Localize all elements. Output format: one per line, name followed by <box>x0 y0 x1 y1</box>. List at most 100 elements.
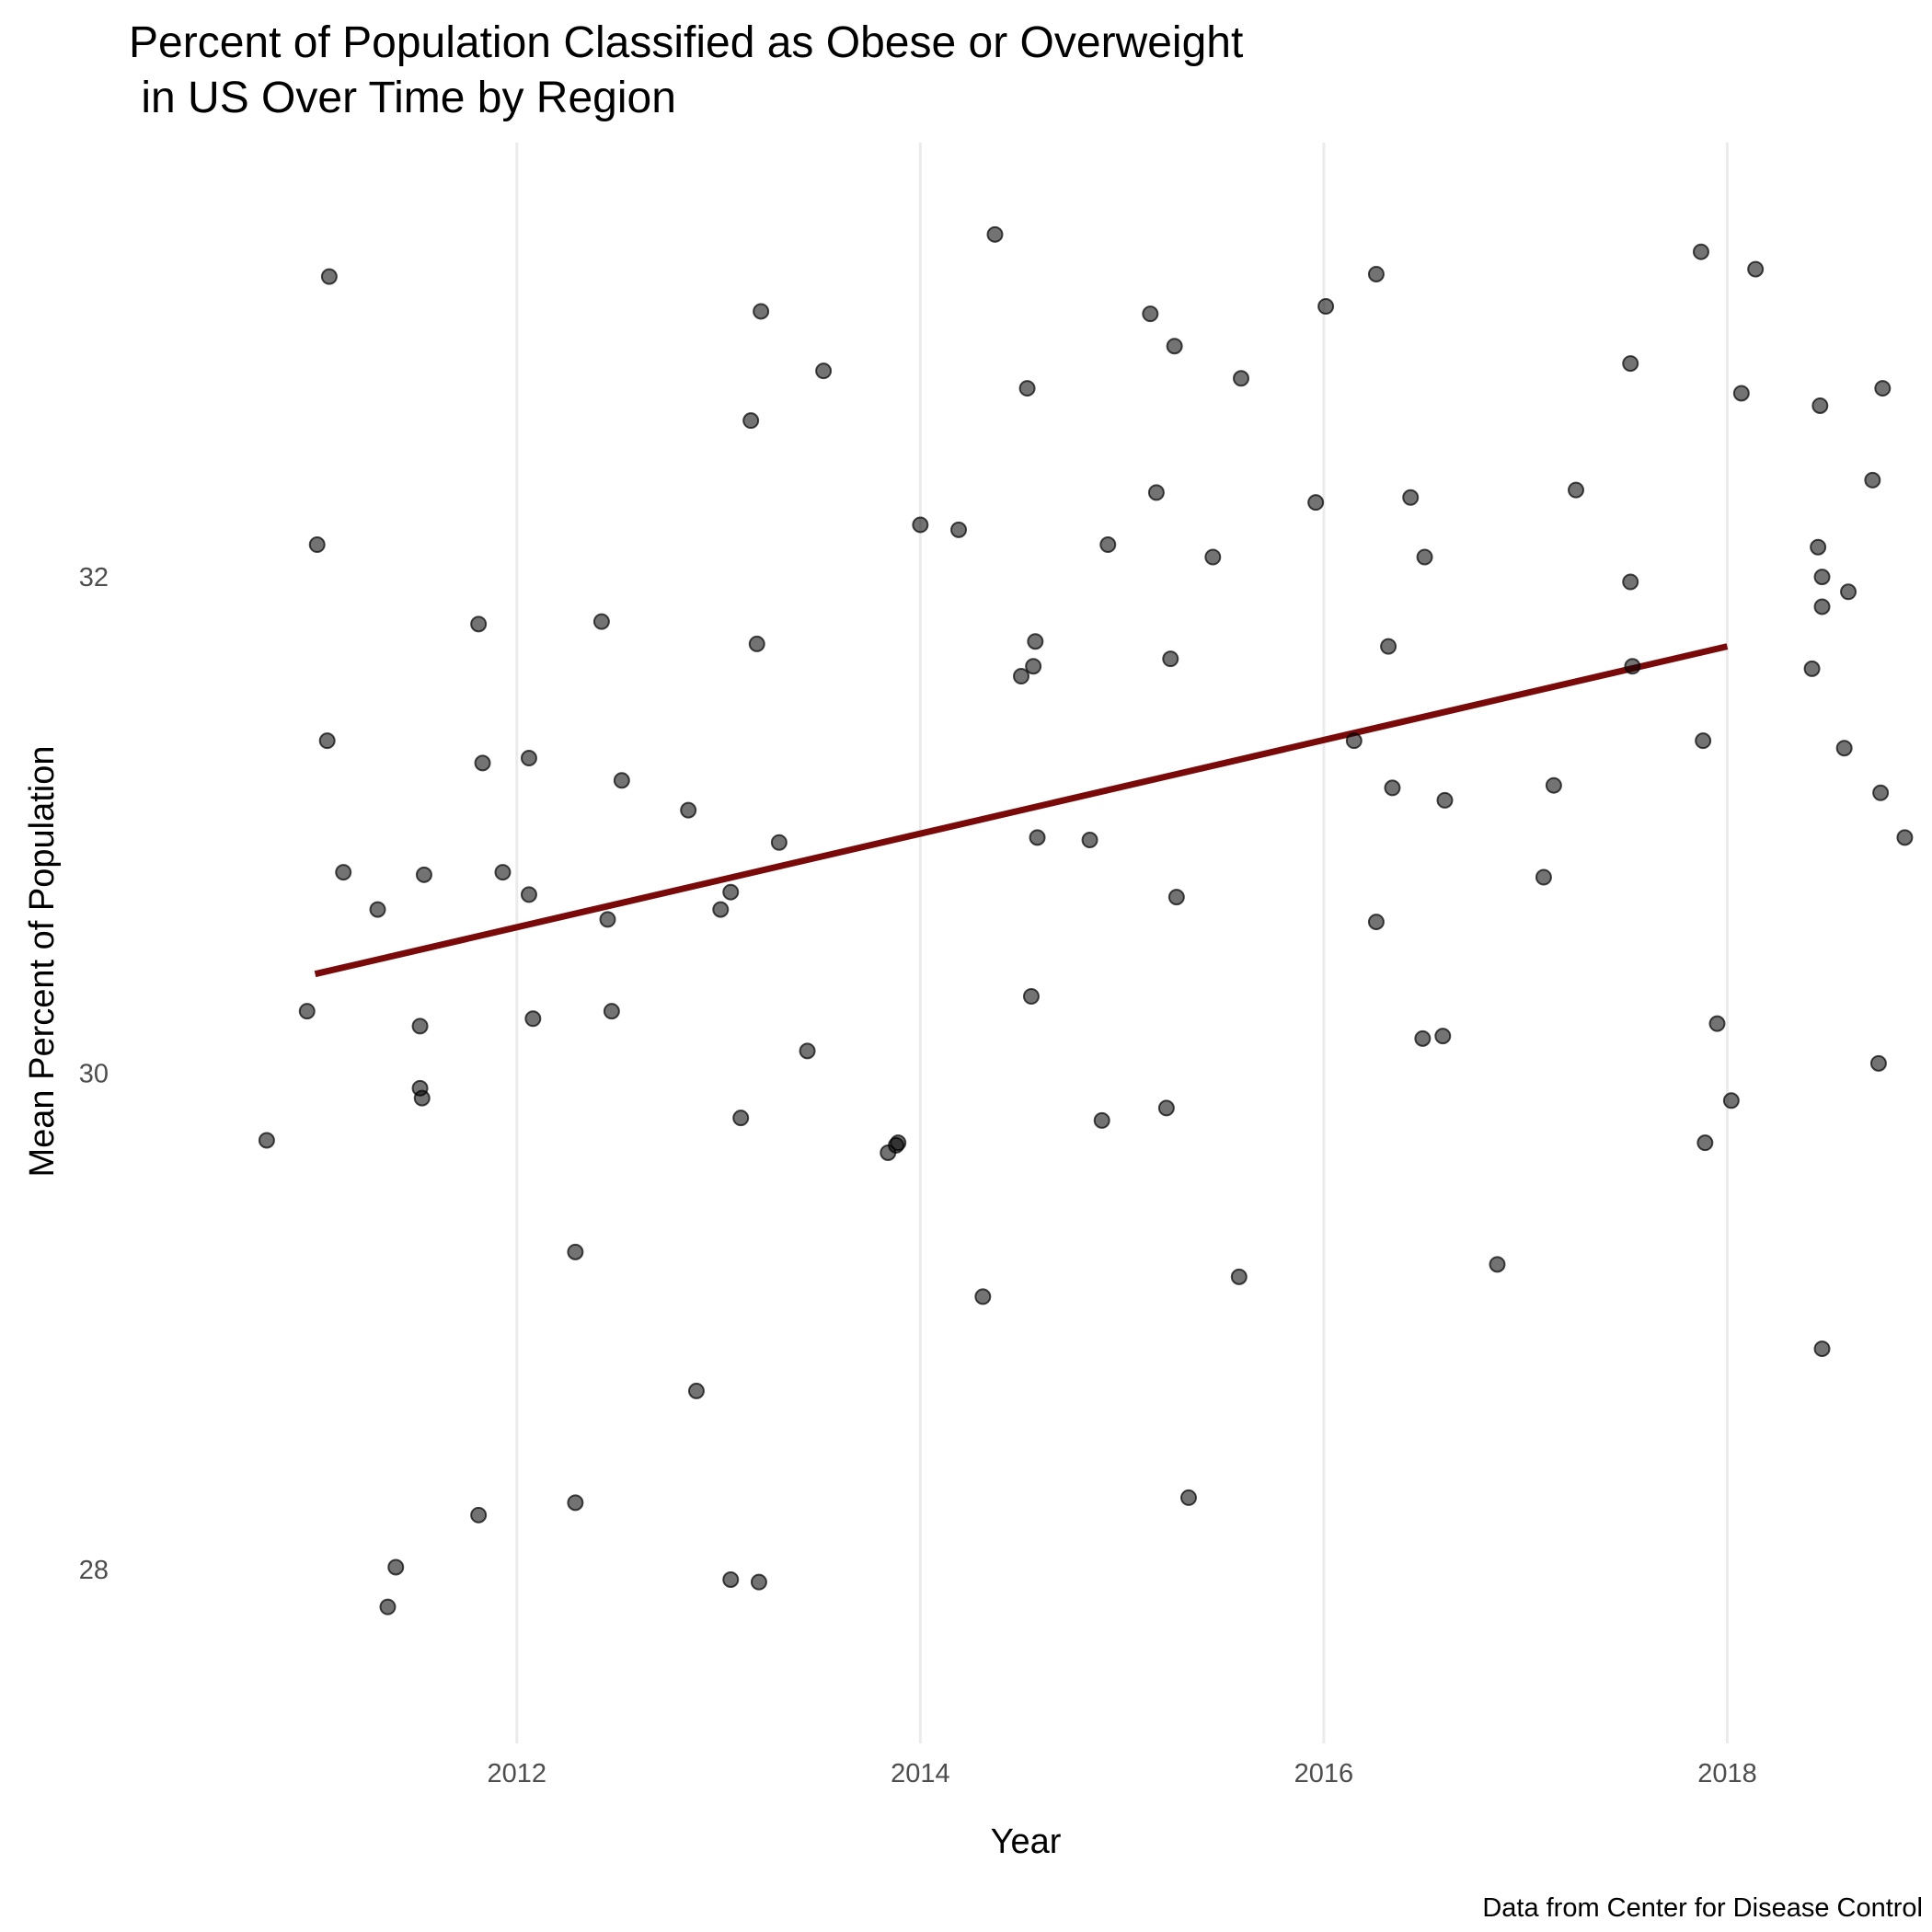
data-point-100 <box>1869 1054 1887 1072</box>
data-point-16 <box>494 864 512 881</box>
data-point-64 <box>1233 370 1250 387</box>
data-point-61 <box>1180 1489 1197 1506</box>
data-point-9 <box>411 1018 429 1035</box>
y-tick-label-30: 30 <box>79 1060 109 1089</box>
tick-labels: 2012 2014 2016 2018 28 30 32 <box>79 563 1757 1788</box>
data-point-88 <box>1722 1092 1740 1110</box>
data-point-67 <box>1345 732 1363 750</box>
data-point-48 <box>1022 988 1040 1005</box>
data-point-72 <box>1402 489 1420 506</box>
data-point-79 <box>1545 776 1562 794</box>
data-point-69 <box>1367 265 1385 282</box>
data-point-38 <box>815 362 833 380</box>
data-point-78 <box>1535 868 1552 886</box>
x-axis-title: Year <box>991 1823 1062 1861</box>
data-point-6 <box>369 901 386 918</box>
data-point-89 <box>1732 385 1750 402</box>
data-point-77 <box>1489 1256 1506 1273</box>
trend-line <box>314 643 1729 978</box>
data-point-30 <box>722 1570 740 1588</box>
data-point-20 <box>567 1243 584 1260</box>
data-point-57 <box>1157 1099 1175 1117</box>
data-point-96 <box>1813 1340 1831 1358</box>
data-point-86 <box>1696 1134 1714 1152</box>
data-point-36 <box>770 834 788 851</box>
data-point-91 <box>1803 660 1821 677</box>
data-point-32 <box>742 412 760 430</box>
data-point-87 <box>1708 1015 1726 1032</box>
data-point-31 <box>732 1110 750 1127</box>
x-tick-label-2016: 2016 <box>1294 1759 1354 1788</box>
data-point-95 <box>1813 598 1831 615</box>
data-point-65 <box>1307 494 1325 512</box>
data-point-54 <box>1099 536 1117 554</box>
data-point-90 <box>1747 260 1765 278</box>
data-point-34 <box>750 1573 767 1591</box>
trend-line-group <box>314 643 1729 978</box>
data-point-73 <box>1414 1029 1432 1047</box>
data-point-2 <box>308 536 326 554</box>
data-point-56 <box>1147 484 1165 501</box>
data-point-50 <box>1027 633 1044 650</box>
data-point-4 <box>320 268 338 285</box>
data-point-45 <box>986 225 1004 243</box>
data-point-101 <box>1872 784 1890 801</box>
data-point-81 <box>1622 573 1639 591</box>
data-point-44 <box>974 1288 992 1305</box>
data-point-83 <box>1624 658 1641 675</box>
y-tick-label-28: 28 <box>79 1556 109 1585</box>
data-point-12 <box>415 866 432 883</box>
data-point-25 <box>613 772 630 789</box>
data-point-46 <box>1013 668 1029 684</box>
data-point-58 <box>1162 650 1179 668</box>
grid-lines <box>515 143 1729 1743</box>
data-point-35 <box>753 303 770 320</box>
data-point-1 <box>298 1003 316 1020</box>
data-point-82 <box>1622 355 1639 373</box>
data-point-71 <box>1384 779 1401 797</box>
data-point-24 <box>603 1003 620 1020</box>
data-point-43 <box>950 521 968 538</box>
data-point-60 <box>1167 889 1185 906</box>
data-point-41 <box>890 1134 907 1152</box>
data-point-59 <box>1166 338 1183 355</box>
data-point-70 <box>1380 638 1397 655</box>
data-point-27 <box>687 1382 705 1399</box>
data-point-102 <box>1874 380 1892 397</box>
data-point-23 <box>599 911 616 928</box>
data-point-26 <box>680 801 697 819</box>
data-point-74 <box>1416 548 1433 566</box>
data-point-0 <box>258 1132 275 1149</box>
chart-title-line-2: in US Over Time by Region <box>129 74 676 122</box>
data-point-13 <box>470 1506 488 1524</box>
x-tick-label-2018: 2018 <box>1697 1759 1757 1788</box>
data-point-21 <box>567 1494 584 1512</box>
data-point-42 <box>912 516 929 534</box>
data-point-93 <box>1811 397 1829 414</box>
data-point-37 <box>799 1042 816 1060</box>
data-point-85 <box>1695 732 1712 750</box>
data-point-17 <box>520 886 537 903</box>
data-point-14 <box>470 615 488 633</box>
data-point-62 <box>1204 548 1222 566</box>
data-points <box>258 225 1914 1616</box>
data-point-103 <box>1896 829 1914 846</box>
chart-caption: Data from Center for Disease Control <box>1482 1893 1923 1923</box>
data-point-98 <box>1840 583 1857 601</box>
data-point-49 <box>1025 658 1042 675</box>
data-point-8 <box>387 1558 405 1576</box>
data-point-84 <box>1692 243 1709 260</box>
data-point-99 <box>1864 471 1881 489</box>
data-point-47 <box>1018 380 1036 397</box>
data-point-66 <box>1317 298 1335 316</box>
data-point-28 <box>712 901 730 918</box>
data-point-75 <box>1434 1028 1452 1045</box>
x-tick-label-2014: 2014 <box>891 1759 950 1788</box>
data-point-7 <box>379 1598 397 1616</box>
data-point-55 <box>1142 305 1159 323</box>
data-point-29 <box>722 883 740 901</box>
data-point-18 <box>520 750 537 767</box>
data-point-33 <box>748 635 765 652</box>
data-point-97 <box>1835 740 1853 757</box>
